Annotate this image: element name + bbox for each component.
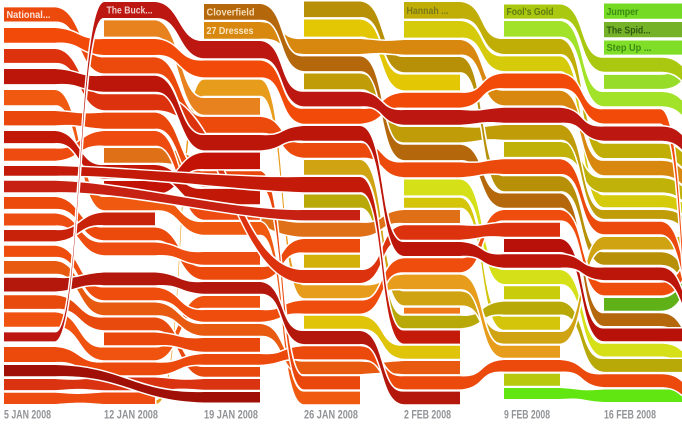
svg-text:27 Dresses: 27 Dresses	[207, 26, 254, 37]
svg-text:Hannah ...: Hannah ...	[407, 6, 449, 17]
svg-text:5 JAN 2008: 5 JAN 2008	[4, 408, 51, 422]
svg-text:Step Up ...: Step Up ...	[607, 43, 652, 54]
svg-text:9 FEB 2008: 9 FEB 2008	[504, 408, 550, 422]
svg-text:Cloverfield: Cloverfield	[207, 8, 255, 19]
svg-text:The Buck...: The Buck...	[107, 6, 153, 17]
svg-text:26 JAN 2008: 26 JAN 2008	[304, 408, 358, 422]
svg-text:Fool's Gold: Fool's Gold	[507, 7, 554, 18]
svg-text:16 FEB 2008: 16 FEB 2008	[604, 408, 656, 422]
svg-text:Jumper: Jumper	[607, 7, 639, 18]
svg-text:2 FEB 2008: 2 FEB 2008	[404, 408, 451, 422]
svg-text:19 JAN 2008: 19 JAN 2008	[204, 408, 258, 422]
svg-text:The Spid...: The Spid...	[607, 25, 651, 36]
svg-text:12 JAN 2008: 12 JAN 2008	[104, 408, 158, 422]
svg-text:National...: National...	[7, 10, 51, 21]
